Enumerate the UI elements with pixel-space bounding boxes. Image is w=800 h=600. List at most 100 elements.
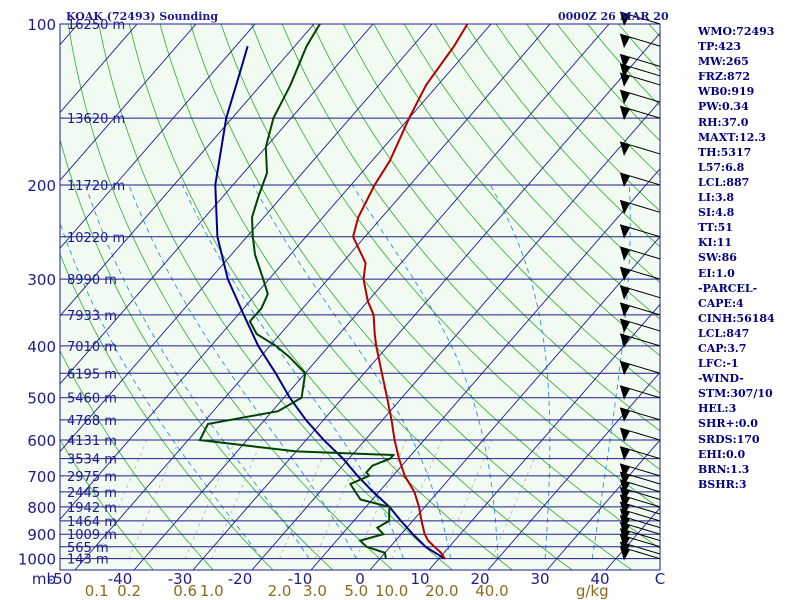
wind-staff bbox=[619, 53, 661, 67]
height-level-label: 4131 m bbox=[67, 434, 117, 449]
wind-barb bbox=[619, 463, 661, 478]
wind-staff bbox=[619, 427, 661, 441]
temperature-tick-label: 0 bbox=[355, 570, 365, 588]
wind-flag bbox=[620, 428, 630, 443]
wind-staff bbox=[619, 224, 661, 238]
wind-staff bbox=[619, 385, 661, 399]
height-level-label: 2445 m bbox=[67, 486, 117, 501]
wind-staff bbox=[619, 471, 661, 485]
index-item: TH:5317 bbox=[698, 145, 752, 159]
mixing-ratio-label: 0.2 bbox=[117, 582, 141, 600]
mixing-ratio-label: 10.0 bbox=[375, 582, 408, 600]
temperature-tick-label: -10 bbox=[288, 570, 313, 588]
wind-barb bbox=[619, 302, 661, 317]
wind-barb bbox=[619, 479, 661, 494]
isotherm bbox=[0, 24, 19, 570]
height-level-label: 10220 m bbox=[67, 231, 125, 246]
profiles bbox=[198, 24, 469, 560]
wind-flag bbox=[620, 333, 630, 348]
index-item: MW:265 bbox=[698, 55, 749, 69]
dry-adiabat bbox=[159, 24, 573, 570]
index-item: CAPE:4 bbox=[698, 296, 744, 310]
index-item: TP:423 bbox=[698, 40, 742, 54]
mixing-ratio-line bbox=[491, 439, 543, 559]
wind-staff bbox=[619, 246, 661, 260]
stability-index-panel: WMO:72493 TP:423 MW:265 FRZ:872 WB0:919 PW:0.… bbox=[698, 24, 798, 492]
index-item: KI:11 bbox=[698, 236, 733, 250]
wind-staff bbox=[619, 479, 661, 493]
dry-adiabat bbox=[342, 24, 660, 394]
plot-frame bbox=[59, 23, 661, 571]
wind-flag bbox=[620, 528, 630, 543]
temperature-tick-label: 10 bbox=[410, 570, 429, 588]
wind-staff bbox=[619, 407, 661, 421]
isotherm bbox=[487, 371, 660, 570]
pressure-tick-label: 900 bbox=[27, 526, 56, 544]
temperature-tick-label: -40 bbox=[108, 570, 133, 588]
isotherm bbox=[133, 24, 610, 570]
valid-time: 0000Z 26 MAR 20 bbox=[558, 10, 669, 23]
wind-flag bbox=[620, 141, 630, 156]
index-item: -PARCEL- bbox=[698, 281, 758, 295]
wind-barb bbox=[619, 63, 661, 78]
height-level-label: 5460 m bbox=[67, 392, 117, 407]
pressure-tick-label: 100 bbox=[27, 16, 56, 34]
index-item: LFC:-1 bbox=[698, 357, 739, 371]
isobars bbox=[59, 23, 661, 571]
index-item: WB0:919 bbox=[698, 85, 755, 99]
mixing-ratio-label: 1.0 bbox=[200, 582, 224, 600]
height-level-label: 11720 m bbox=[67, 179, 125, 194]
dry-adiabat bbox=[373, 24, 660, 357]
index-item: SRDS:170 bbox=[698, 432, 760, 446]
dry-adiabat bbox=[251, 24, 660, 510]
isotherm bbox=[192, 32, 660, 570]
wind-flag bbox=[620, 34, 630, 49]
wind-staff bbox=[619, 333, 661, 347]
mixing-ratio-label: 5.0 bbox=[344, 582, 368, 600]
wind-staff bbox=[619, 105, 661, 119]
isotherm bbox=[60, 24, 197, 182]
index-item: CAP:3.7 bbox=[698, 341, 747, 355]
wind-barb bbox=[619, 333, 661, 348]
wind-barbs bbox=[619, 11, 661, 561]
wind-flag bbox=[620, 407, 630, 422]
height-level-label: 6195 m bbox=[67, 367, 117, 382]
index-item: MAXT:12.3 bbox=[698, 130, 766, 144]
wind-flag bbox=[620, 515, 630, 530]
wind-flag bbox=[620, 502, 630, 517]
dry-adiabat bbox=[60, 252, 274, 570]
height-level-label: 7933 m bbox=[67, 309, 117, 324]
wind-flag bbox=[620, 522, 630, 537]
height-level-label: 8990 m bbox=[67, 273, 117, 288]
index-item: TT:51 bbox=[698, 221, 733, 235]
pressure-tick-label: 700 bbox=[27, 468, 56, 486]
dry-adiabat bbox=[220, 24, 660, 549]
wind-barb bbox=[619, 53, 661, 69]
wind-barb bbox=[619, 141, 661, 156]
wind-flag bbox=[620, 285, 630, 300]
wind-staff bbox=[619, 541, 661, 555]
wind-barb bbox=[619, 266, 661, 282]
pressure-tick-label: 200 bbox=[27, 177, 56, 195]
wind-barb bbox=[619, 318, 661, 333]
index-item: FRZ:872 bbox=[698, 70, 751, 84]
wind-staff bbox=[619, 266, 661, 280]
wind-barb bbox=[619, 105, 661, 121]
index-item: LI:3.8 bbox=[698, 191, 735, 205]
height-level-label: 143 m bbox=[67, 553, 109, 568]
mixing-ratio-label: 3.0 bbox=[303, 582, 327, 600]
wind-flag bbox=[620, 267, 630, 282]
mixing-ratio-label: g/kg bbox=[576, 582, 609, 600]
pressure-tick-label: 600 bbox=[27, 432, 56, 450]
wind-staff bbox=[619, 199, 661, 213]
isotherm bbox=[428, 303, 660, 570]
temperature-tick-label: 40 bbox=[590, 570, 609, 588]
pressure-tick-label: 400 bbox=[27, 338, 56, 356]
wind-staff bbox=[619, 63, 661, 77]
mixing-ratio-label: 40.0 bbox=[475, 582, 508, 600]
index-item: CINH:56184 bbox=[698, 311, 775, 325]
height-level-label: 565 m bbox=[67, 541, 109, 556]
height-level-label: 4768 m bbox=[67, 414, 117, 429]
height-level-label: 1464 m bbox=[67, 515, 117, 530]
